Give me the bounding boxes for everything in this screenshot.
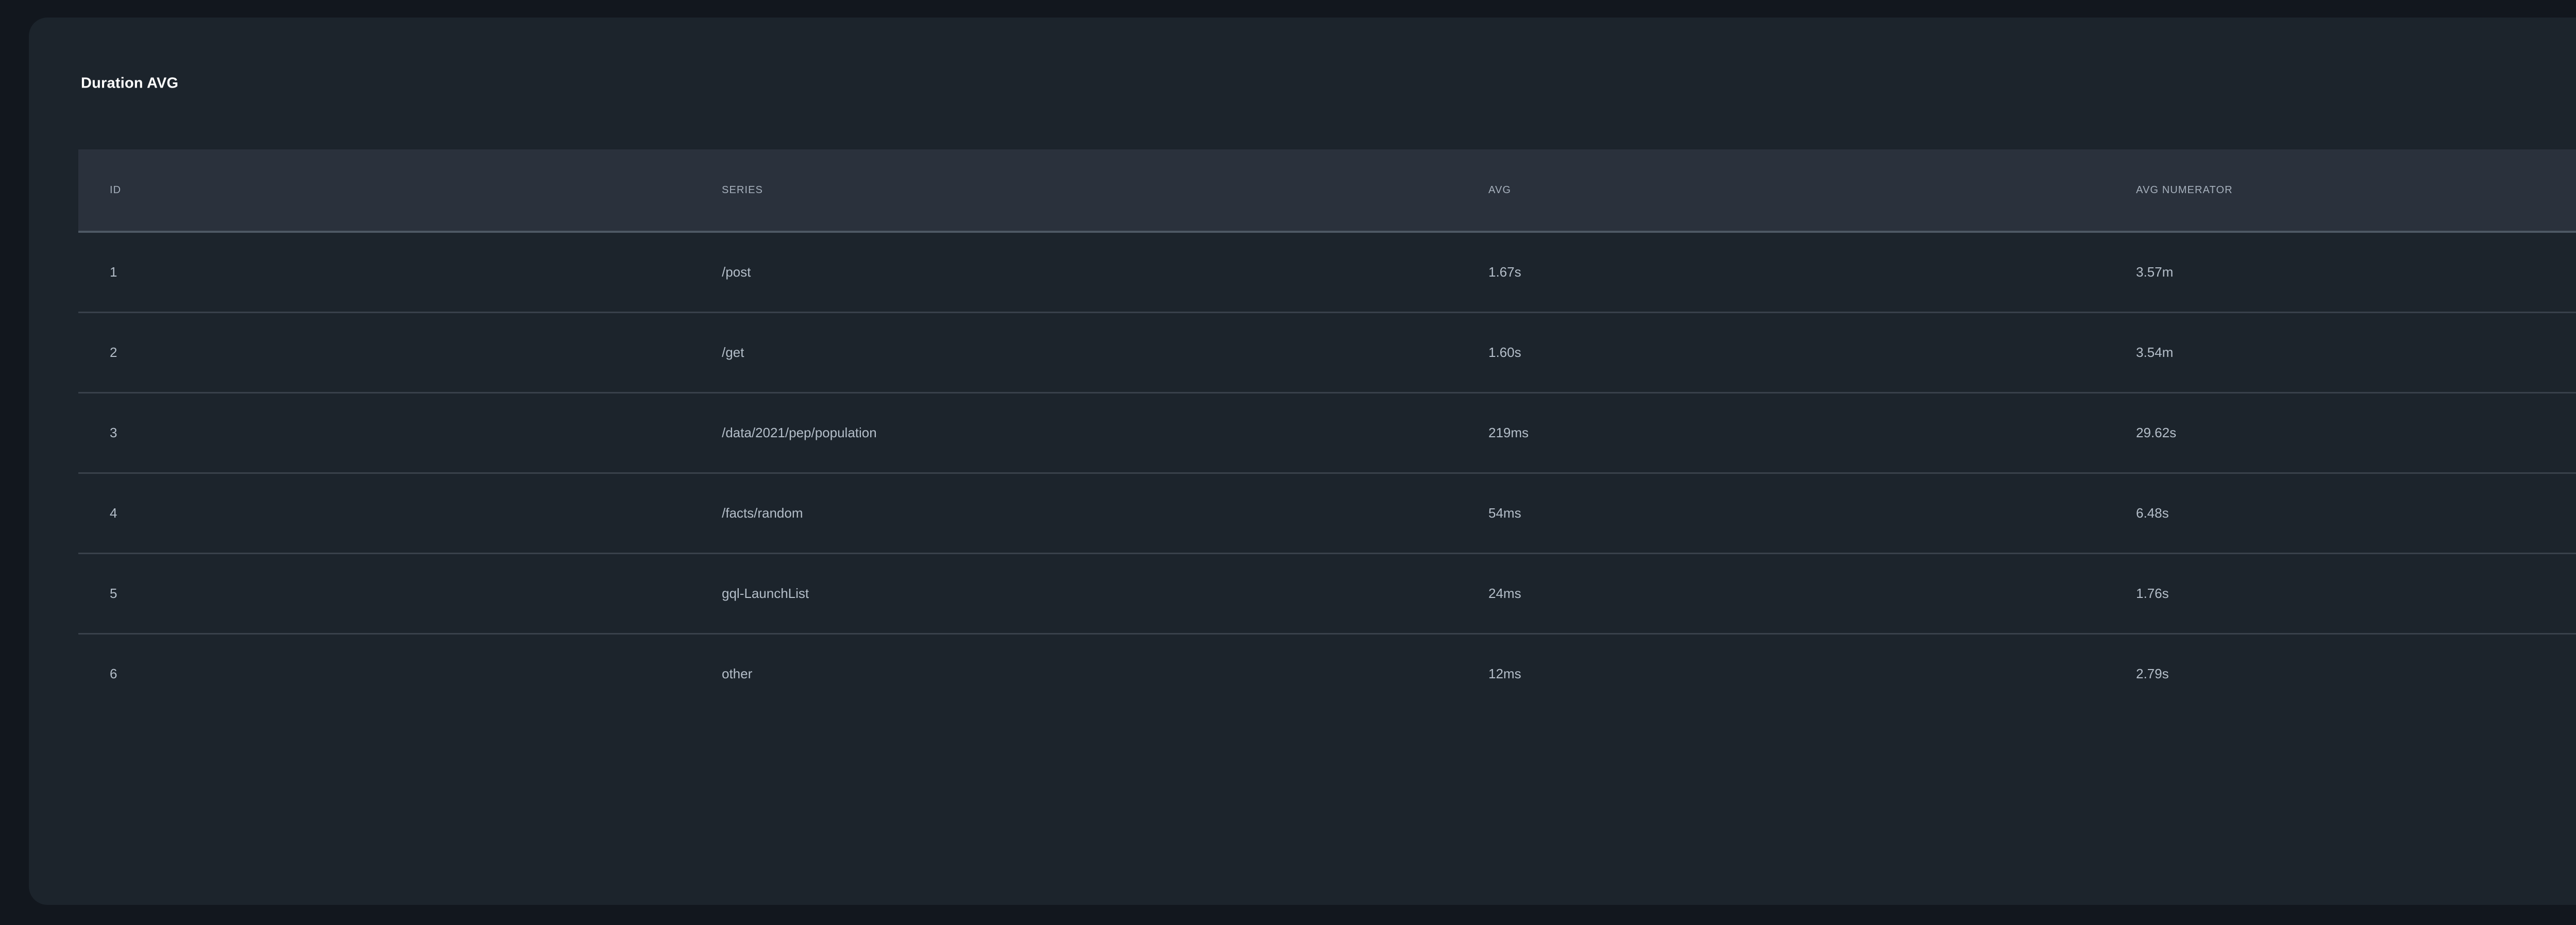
cell-avg: 54ms [1457,473,2105,554]
cell-series: other [722,666,753,682]
cell-avg: 1.60s [1457,312,2105,393]
column-header-id[interactable]: ID [78,149,690,233]
table-header-row: ID SERIES AVG AVG NUMERATOR AVG DENOMINA… [78,149,2576,233]
column-header-avg-numerator[interactable]: AVG NUMERATOR [2105,149,2576,233]
table-row[interactable]: 4 /facts/random 54ms 6.48s 121 [78,473,2576,554]
cell-id: 6 [110,666,117,682]
table-header: ID SERIES AVG AVG NUMERATOR AVG DENOMINA… [78,149,2576,233]
cell-avg-numerator: 29.62s [2105,392,2576,474]
cell-id: 4 [78,473,690,554]
cell-avg-numerator: 1.76s [2105,553,2576,635]
cell-avg: 219ms [1457,392,2105,474]
duration-avg-card: Duration AVG [29,18,2576,905]
cell-avg-numerator: 2.79s [2136,666,2169,682]
cell-series: /post [690,232,1457,313]
cell-id: 2 [78,312,690,393]
cell-id: 5 [78,553,690,635]
column-header-avg[interactable]: AVG [1457,149,2105,233]
cell-avg: 1.67s [1457,232,2105,313]
duration-avg-table: ID SERIES AVG AVG NUMERATOR AVG DENOMINA… [78,149,2576,714]
table-row[interactable]: 2 /get 1.60s 3.54m 133 [78,312,2576,393]
table-body: 1 /post 1.67s 3.57m 128 2 /get 1.60s 3.5… [78,232,2576,714]
table-row[interactable]: 3 /data/2021/pep/population 219ms 29.62s… [78,392,2576,474]
table-row[interactable]: 5 gql-LaunchList 24ms 1.76s 74 [78,553,2576,635]
table-row[interactable]: 6 other 12ms 2.79s 225 [78,633,2576,714]
cell-avg-numerator: 3.54m [2105,312,2576,393]
cell-series: /facts/random [690,473,1457,554]
cell-avg-numerator: 6.48s [2105,473,2576,554]
cell-id: 3 [78,392,690,474]
column-header-series[interactable]: SERIES [690,149,1457,233]
table-row[interactable]: 1 /post 1.67s 3.57m 128 [78,232,2576,313]
cell-avg-numerator: 3.57m [2105,232,2576,313]
card-header: Duration AVG [29,18,2576,149]
cell-series: /get [690,312,1457,393]
cell-series: /data/2021/pep/population [690,392,1457,474]
duration-avg-table-wrap: ID SERIES AVG AVG NUMERATOR AVG DENOMINA… [78,149,2576,714]
cell-id: 1 [78,232,690,313]
page-title: Duration AVG [81,75,179,92]
cell-avg: 12ms [1488,666,1521,682]
cell-series: gql-LaunchList [690,553,1457,635]
cell-avg: 24ms [1457,553,2105,635]
